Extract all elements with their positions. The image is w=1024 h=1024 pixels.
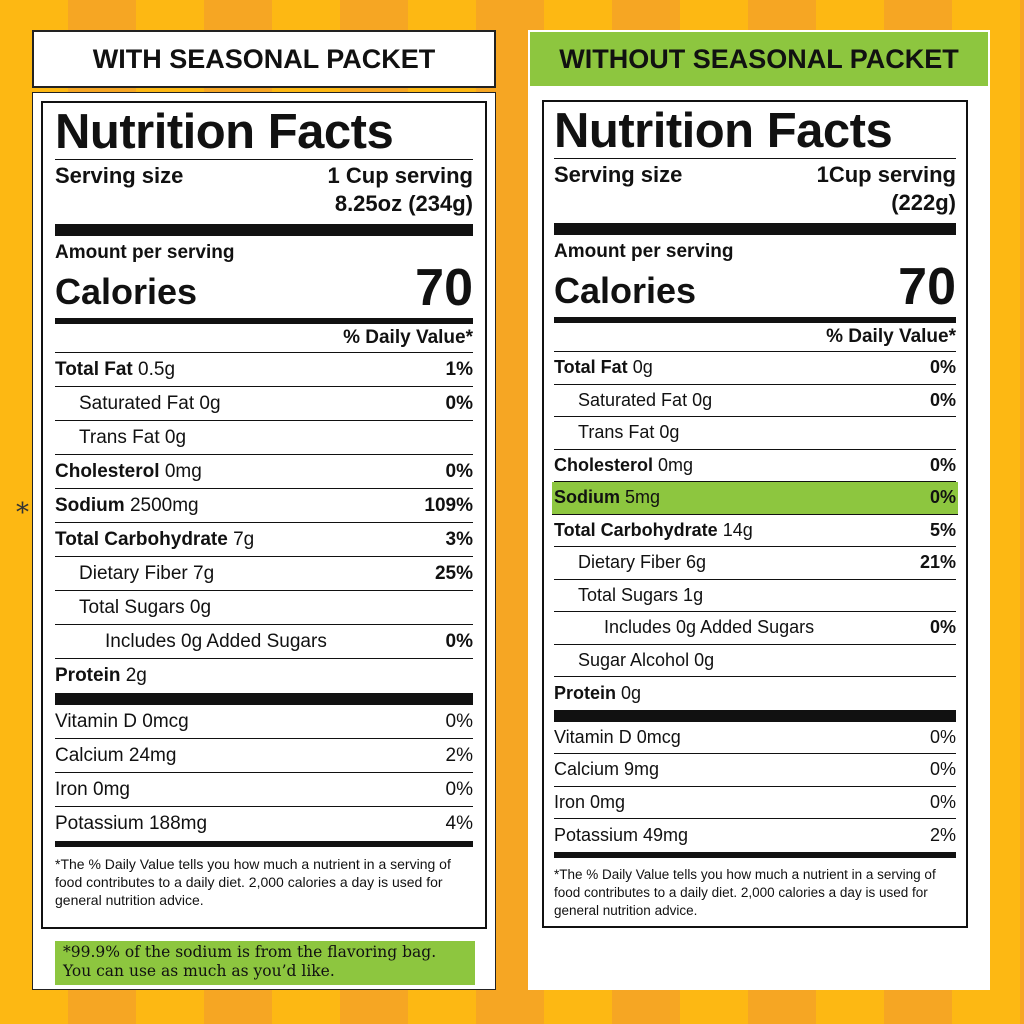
divider-medium (554, 851, 956, 858)
vitamin-row-iron: Iron 0mg 0% (55, 773, 473, 807)
nutrient-row-total-carbohydrate: Total Carbohydrate 14g 5% (554, 515, 956, 547)
vitamin-row-potassium: Potassium 49mg 2% (554, 824, 956, 845)
nutrient-row-sodium-highlighted: Sodium 5mg 0% (552, 482, 958, 515)
vitamin-row-calcium: Calcium 24mg 2% (55, 739, 473, 773)
serving-size-row: Serving size 1Cup serving (222g) (554, 159, 956, 217)
nutrient-row-dietary-fiber: Dietary Fiber 6g 21% (554, 547, 956, 580)
sodium-note-line2: You can use as much as you’d like. (63, 962, 335, 980)
serving-size-line2: (222g) (891, 190, 956, 215)
amount-per-serving: Amount per serving (55, 242, 235, 263)
nutrient-row-cholesterol: Cholesterol 0mg 0% (55, 455, 473, 489)
with-packet-panel: Nutrition Facts Serving size 1 Cup servi… (32, 92, 496, 990)
nutrient-row-saturated-fat: Saturated Fat 0g 0% (55, 387, 473, 421)
serving-size-label: Serving size (554, 162, 683, 187)
nutrient-row-total-sugars: Total Sugars 0g (55, 591, 473, 625)
divider-medium (55, 318, 473, 324)
calories-row: Calories 70 (55, 259, 473, 317)
nutrient-row-protein: Protein 0g (554, 682, 642, 703)
nutrient-row-added-sugars: Includes 0g Added Sugars 0% (554, 612, 956, 645)
nutrient-row-cholesterol: Cholesterol 0mg 0% (554, 450, 956, 482)
daily-value-footnote: *The % Daily Value tells you how much a … (554, 866, 936, 918)
daily-value-header: % Daily Value* (55, 324, 473, 353)
nutrient-row-protein: Protein 2g (55, 665, 147, 686)
sodium-note: *99.9% of the sodium is from the flavori… (55, 941, 475, 985)
vitamin-row-vitamin-d: Vitamin D 0mcg 0% (55, 705, 473, 739)
nutrient-row-total-fat: Total Fat 0g 0% (554, 352, 956, 385)
serving-size-row: Serving size 1 Cup serving 8.25oz (234g) (55, 160, 473, 218)
daily-value-header: % Daily Value* (554, 323, 956, 352)
nutrient-row-saturated-fat: Saturated Fat 0g 0% (554, 385, 956, 417)
without-packet-header: WITHOUT SEASONAL PACKET (528, 30, 990, 88)
vitamin-row-vitamin-d: Vitamin D 0mcg 0% (554, 722, 956, 754)
divider-thick (554, 223, 956, 235)
sodium-asterisk: * (16, 498, 29, 528)
serving-size-label: Serving size (55, 163, 184, 188)
divider-thick (55, 693, 473, 705)
label-title: Nutrition Facts (554, 104, 956, 159)
calories-value: 70 (898, 258, 956, 316)
nutrient-row-trans-fat: Trans Fat 0g (554, 417, 956, 450)
vitamin-row-potassium: Potassium 188mg 4% (55, 813, 473, 834)
serving-size-line1: 1Cup serving (816, 162, 956, 187)
divider-thick (55, 224, 473, 236)
nutrient-row-added-sugars: Includes 0g Added Sugars 0% (55, 625, 473, 659)
amount-per-serving: Amount per serving (554, 241, 734, 262)
serving-size-line1: 1 Cup serving (327, 163, 473, 188)
serving-size-line2: 8.25oz (234g) (334, 191, 473, 216)
nutrient-row-sodium: Sodium 2500mg 109% (55, 489, 473, 523)
sodium-note-line1: *99.9% of the sodium is from the flavori… (63, 943, 437, 961)
divider-medium (554, 317, 956, 323)
calories-value: 70 (415, 259, 473, 317)
divider-medium (55, 841, 473, 847)
calories-row: Calories 70 (554, 258, 956, 316)
nutrient-row-sugar-alcohol: Sugar Alcohol 0g (554, 645, 956, 677)
divider-thick (554, 709, 956, 722)
calories-label: Calories (554, 270, 697, 311)
nutrient-row-total-fat: Total Fat 0.5g 1% (55, 353, 473, 387)
nutrient-row-dietary-fiber: Dietary Fiber 7g 25% (55, 557, 473, 591)
nutrient-row-trans-fat: Trans Fat 0g (55, 421, 473, 455)
nutrient-row-total-sugars: Total Sugars 1g (554, 580, 956, 612)
daily-value-footnote: *The % Daily Value tells you how much a … (55, 856, 451, 908)
with-packet-header: WITH SEASONAL PACKET (32, 30, 496, 88)
calories-label: Calories (55, 271, 198, 312)
label-title: Nutrition Facts (55, 105, 473, 160)
without-packet-panel: Nutrition Facts Serving size 1Cup servin… (528, 88, 990, 990)
vitamin-row-iron: Iron 0mg 0% (554, 787, 956, 819)
nutrient-row-total-carbohydrate: Total Carbohydrate 7g 3% (55, 523, 473, 557)
vitamin-row-calcium: Calcium 9mg 0% (554, 754, 956, 787)
nutrition-label-without-packet: Nutrition Facts Serving size 1Cup servin… (542, 100, 968, 928)
nutrition-label-with-packet: Nutrition Facts Serving size 1 Cup servi… (41, 101, 487, 929)
